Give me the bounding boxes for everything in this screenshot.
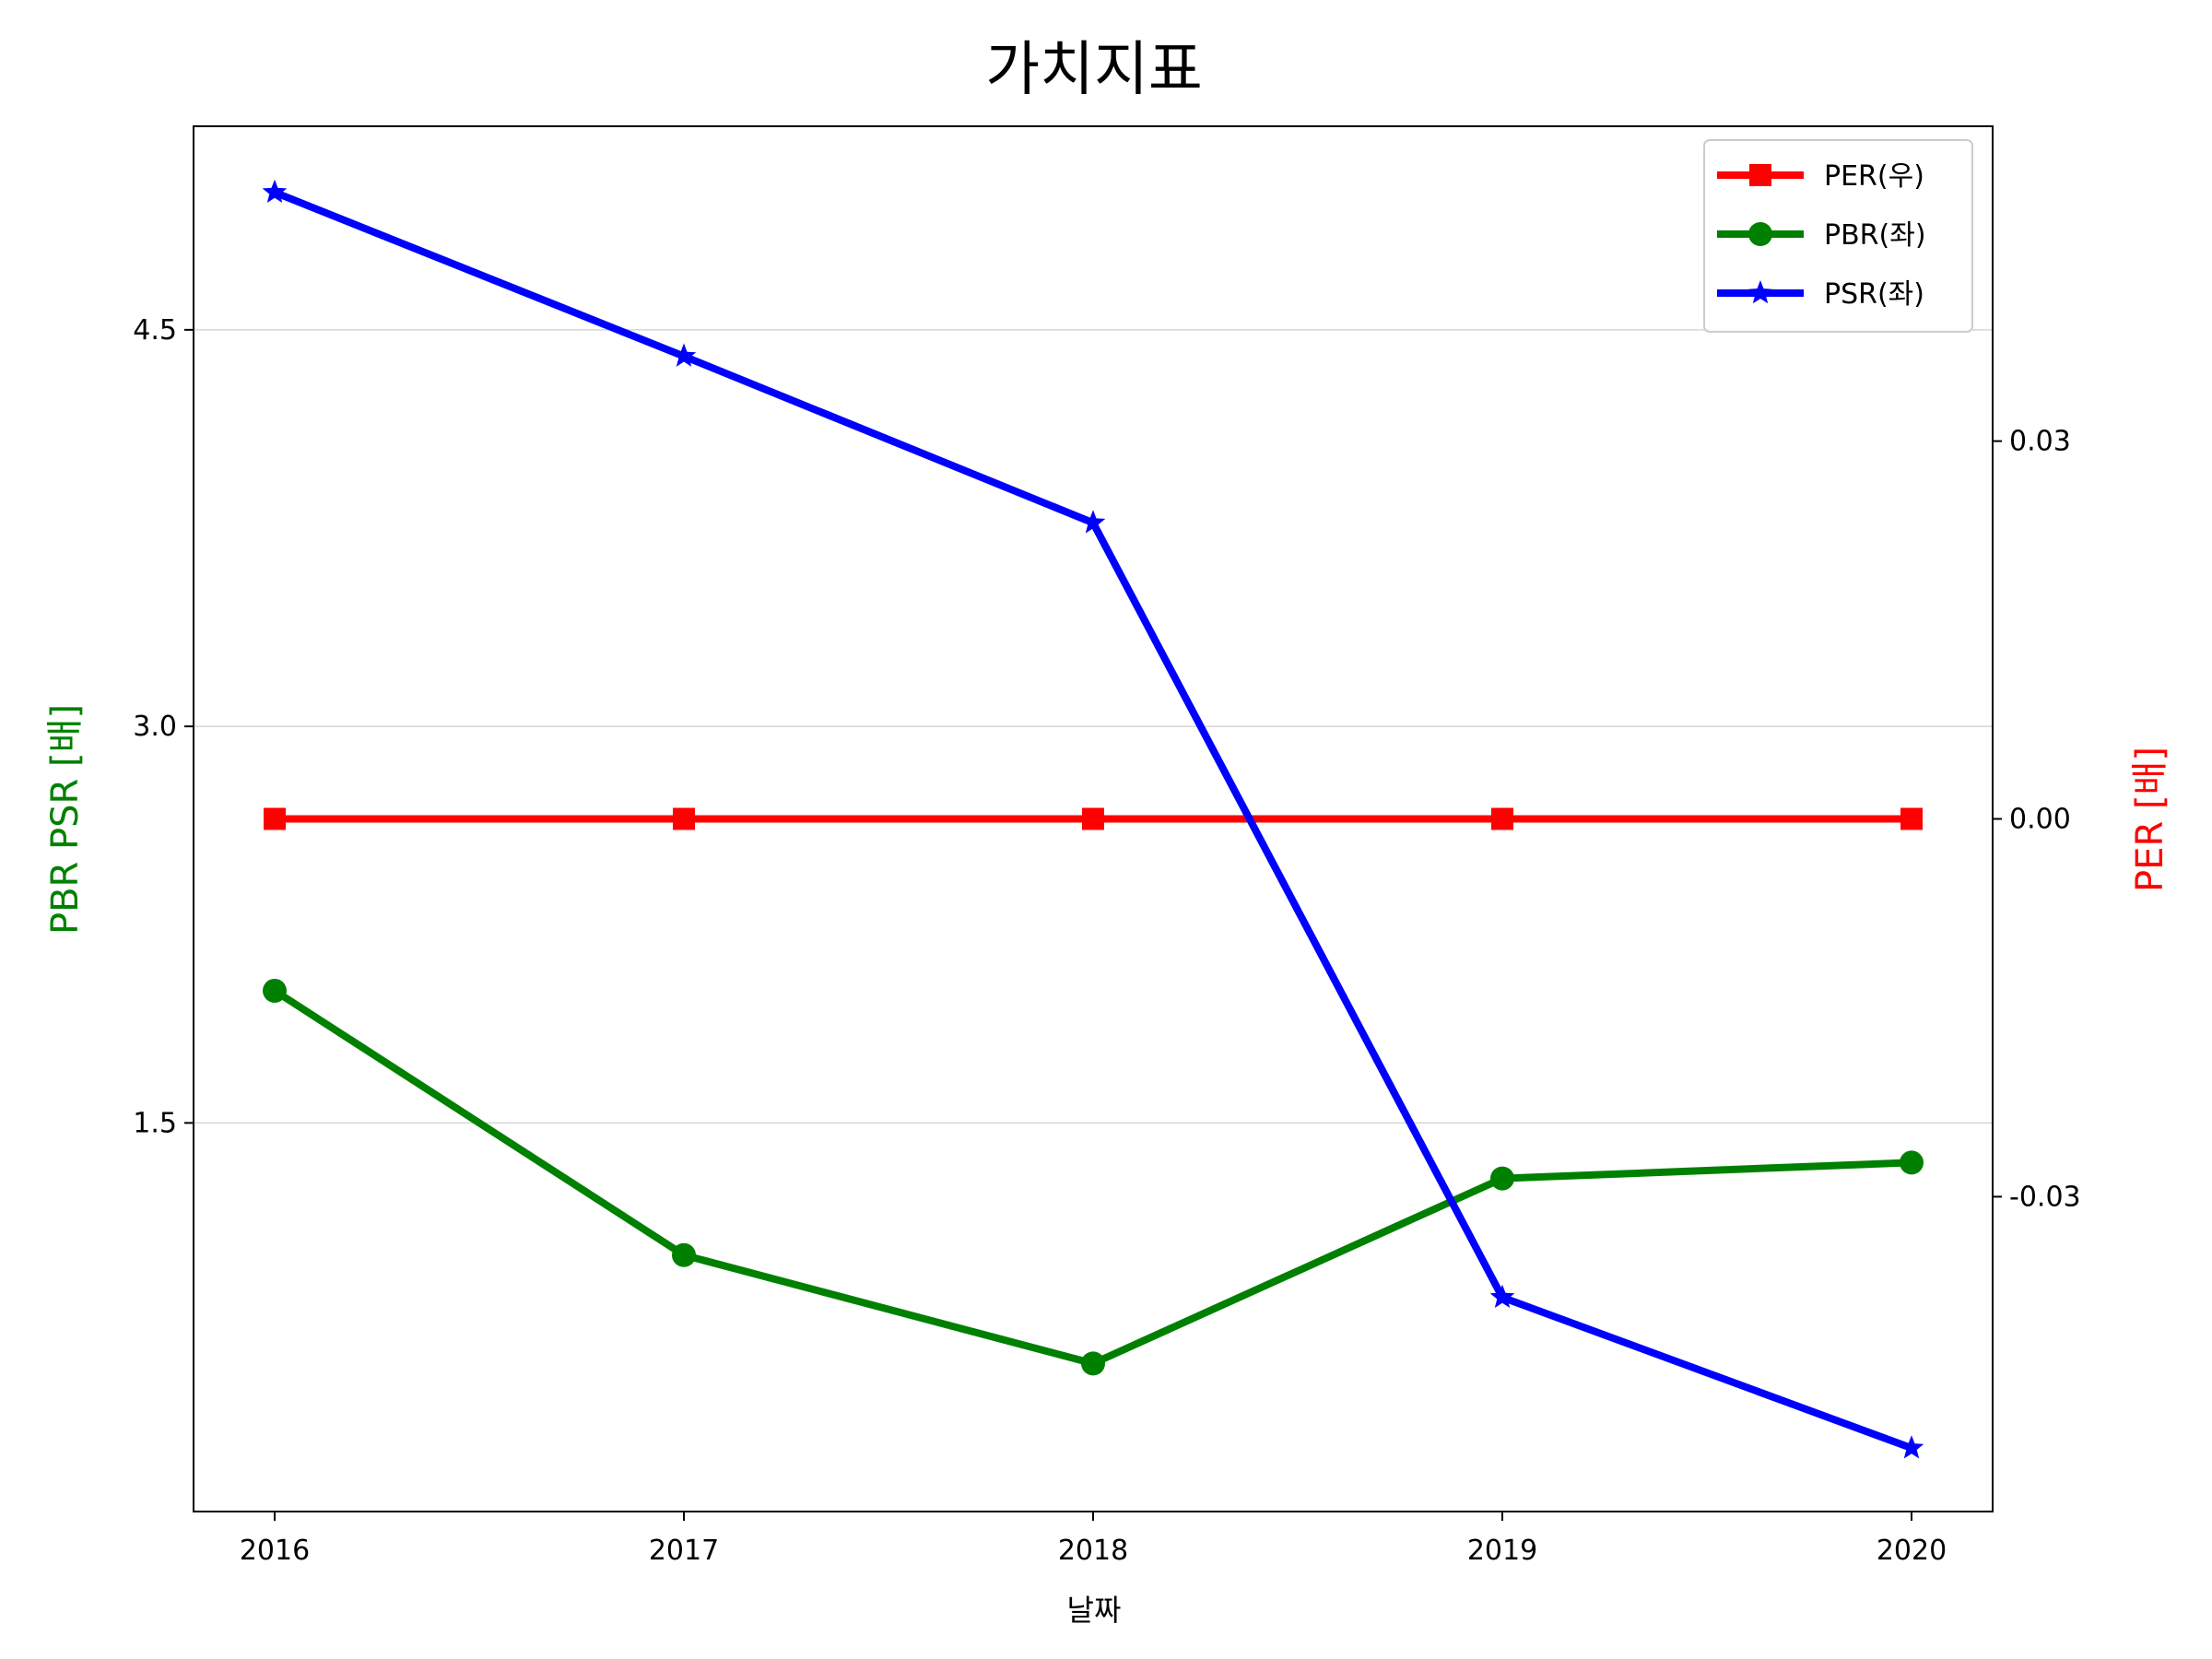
series-per <box>264 807 1923 830</box>
series-psr <box>262 179 1924 1459</box>
y-axis-left: 1.5 3.0 4.5 <box>133 314 194 1139</box>
data-point-psr <box>1080 510 1106 534</box>
y-right-tick-label: 0.03 <box>2009 426 2071 458</box>
y-right-tick-label: -0.03 <box>2009 1181 2081 1213</box>
y-left-tick-label: 1.5 <box>133 1107 177 1139</box>
legend-label: PBR(좌) <box>1824 219 1926 252</box>
legend: PER(우) PBR(좌) PSR(좌) <box>1703 139 1973 333</box>
data-point-psr <box>262 179 288 203</box>
x-axis: 2016 2017 2018 2019 2020 <box>240 1512 1947 1567</box>
data-point-pbr <box>1490 1166 1514 1191</box>
legend-label: PSR(좌) <box>1824 278 1924 311</box>
data-point-per <box>1900 807 1923 830</box>
x-axis-label: 날짜 <box>1067 1593 1122 1628</box>
data-point-psr <box>1899 1435 1924 1459</box>
legend-marker <box>1747 280 1773 304</box>
data-point-per <box>1082 807 1104 830</box>
data-point-pbr <box>1900 1150 1924 1175</box>
legend-box <box>1703 139 1973 333</box>
y-axis-right: -0.03 0.00 0.03 <box>1993 426 2081 1213</box>
data-point-pbr <box>1081 1351 1105 1376</box>
legend-item: PER(우) <box>1717 160 1924 193</box>
x-tick-label: 2016 <box>240 1535 310 1567</box>
data-point-per <box>264 807 286 830</box>
x-tick-label: 2017 <box>649 1535 719 1567</box>
data-point-pbr <box>263 978 287 1003</box>
x-tick-label: 2019 <box>1467 1535 1537 1567</box>
grid-lines <box>194 329 1993 1124</box>
y-left-tick-label: 4.5 <box>133 314 177 347</box>
legend-marker <box>1749 164 1771 186</box>
data-point-psr <box>1489 1284 1515 1308</box>
x-tick-label: 2018 <box>1058 1535 1128 1567</box>
legend-marker <box>1748 222 1772 246</box>
y-axis-right-label: PER [배] <box>2129 747 2171 892</box>
legend-label: PER(우) <box>1824 160 1924 193</box>
data-point-psr <box>671 343 697 367</box>
series-pbr <box>263 978 1924 1376</box>
y-axis-left-label: PBR PSR [배] <box>44 704 87 935</box>
y-left-tick-label: 3.0 <box>133 711 177 743</box>
data-point-pbr <box>672 1242 696 1267</box>
y-right-tick-label: 0.00 <box>2009 804 2071 836</box>
data-point-per <box>673 807 695 830</box>
legend-item: PBR(좌) <box>1717 219 1926 252</box>
legend-item: PSR(좌) <box>1717 278 1924 311</box>
series-layer <box>262 179 1924 1459</box>
data-point-per <box>1491 807 1513 830</box>
x-tick-label: 2020 <box>1877 1535 1947 1567</box>
chart-title: 가치지표 <box>985 36 1203 104</box>
